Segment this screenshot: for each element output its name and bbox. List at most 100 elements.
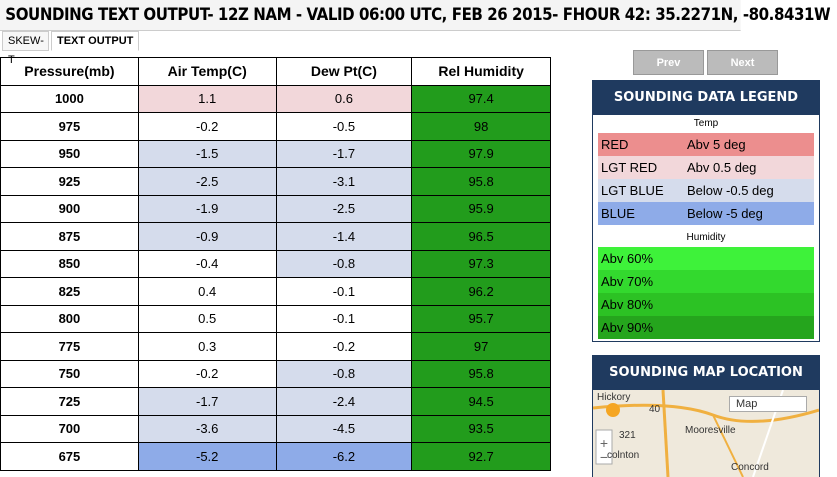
tab[interactable]: TEXT OUTPUT <box>51 31 140 51</box>
table-cell: 875 <box>0 222 139 251</box>
table-cell: 0.4 <box>137 277 277 306</box>
table-cell: 97 <box>411 332 551 361</box>
column-header: Dew Pt(C) <box>275 57 413 86</box>
table-cell: 0.5 <box>137 304 277 333</box>
table-row: 800 0.5 -0.1 95.7 <box>0 304 551 333</box>
table-cell: 95.8 <box>411 359 551 388</box>
map-label: Hickory <box>597 392 631 403</box>
table-cell: -0.2 <box>275 332 413 361</box>
map-label: Concord <box>731 462 769 473</box>
table-cell: -0.8 <box>275 359 413 388</box>
table-cell: -0.4 <box>137 249 277 278</box>
legend-item: Abv 90% <box>598 316 814 339</box>
table-row: 975 -0.2 -0.5 98 <box>0 112 551 141</box>
table-cell: 95.9 <box>411 194 551 223</box>
legend-desc: Below -0.5 deg <box>687 183 774 198</box>
table-cell: -4.5 <box>275 414 413 443</box>
map-label: 321 <box>619 430 636 441</box>
table-cell: 825 <box>0 277 139 306</box>
table-cell: 97.3 <box>411 249 551 278</box>
map-label: Mooresville <box>685 425 736 436</box>
legend-name: LGT BLUE <box>601 183 664 198</box>
legend-name: BLUE <box>601 206 635 221</box>
nav-button[interactable]: Next <box>707 50 778 75</box>
table-cell: 95.7 <box>411 304 551 333</box>
table-cell: 92.7 <box>411 442 551 471</box>
table-cell: 950 <box>0 139 139 168</box>
map-label: 40 <box>649 404 661 415</box>
legend-item: Abv 80% <box>598 293 814 316</box>
table-row: 925 -2.5 -3.1 95.8 <box>0 167 551 196</box>
table-cell: 93.5 <box>411 414 551 443</box>
table-cell: -1.7 <box>275 139 413 168</box>
legend-desc: Abv 0.5 deg <box>687 160 757 175</box>
table-cell: -1.4 <box>275 222 413 251</box>
table-cell: 0.3 <box>137 332 277 361</box>
column-header: Pressure(mb) <box>0 57 139 86</box>
map-title: SOUNDING MAP LOCATION <box>593 356 819 390</box>
table-cell: 94.5 <box>411 387 551 416</box>
column-header: Rel Humidity <box>411 57 551 86</box>
map-roads: +− <box>593 390 819 477</box>
table-row: 950 -1.5 -1.7 97.9 <box>0 139 551 168</box>
legend-box: SOUNDING DATA LEGEND Temp RED Abv 5 deg LGT … <box>592 80 820 342</box>
map-label: colnton <box>607 450 640 461</box>
data-table: Pressure(mb) Air Temp(C) Dew Pt(C) Rel Humi… <box>0 57 551 471</box>
table-row: 825 0.4 -0.1 96.2 <box>0 277 551 306</box>
table-cell: 725 <box>0 387 139 416</box>
table-cell: 800 <box>0 304 139 333</box>
legend-item: BLUE Below -5 deg <box>598 202 814 225</box>
table-cell: -2.4 <box>275 387 413 416</box>
table-cell: 900 <box>0 194 139 223</box>
table-cell: -0.9 <box>137 222 277 251</box>
table-cell: -3.6 <box>137 414 277 443</box>
table-cell: -3.1 <box>275 167 413 196</box>
table-cell: 98 <box>411 112 551 141</box>
table-row: 675 -5.2 -6.2 92.7 <box>0 442 551 471</box>
map-type-button[interactable]: Map <box>729 396 807 412</box>
map: +−HickorySalisburyMooresvillecolntonConc… <box>593 390 819 477</box>
table-cell: 775 <box>0 332 139 361</box>
table-cell: -0.5 <box>275 112 413 141</box>
table-cell: -1.7 <box>137 387 277 416</box>
table-cell: 0.6 <box>275 84 413 113</box>
table-cell: 700 <box>0 414 139 443</box>
table-cell: -6.2 <box>275 442 413 471</box>
table-cell: -1.9 <box>137 194 277 223</box>
page-title: SOUNDING TEXT OUTPUT- 12Z NAM - VALID 06… <box>0 0 831 31</box>
legend-item: Abv 70% <box>598 270 814 293</box>
table-row: 875 -0.9 -1.4 96.5 <box>0 222 551 251</box>
table-cell: -2.5 <box>275 194 413 223</box>
table-cell: -2.5 <box>137 167 277 196</box>
table-cell: -0.1 <box>275 277 413 306</box>
table-row: 750 -0.2 -0.8 95.8 <box>0 359 551 388</box>
table-cell: -0.1 <box>275 304 413 333</box>
nav-button[interactable]: Prev <box>633 50 704 75</box>
table-row: 1000 1.1 0.6 97.4 <box>0 84 551 113</box>
svg-text:+: + <box>600 435 608 451</box>
table-cell: -5.2 <box>137 442 277 471</box>
table-cell: 750 <box>0 359 139 388</box>
legend-item: LGT RED Abv 0.5 deg <box>598 156 814 179</box>
legend-subtitle: Humidity <box>686 232 726 243</box>
legend-desc: Abv 5 deg <box>687 137 746 152</box>
legend-name: RED <box>601 137 629 152</box>
table-cell: 96.2 <box>411 277 551 306</box>
legend-name: LGT RED <box>601 160 658 175</box>
table-cell: 1.1 <box>137 84 277 113</box>
legend-desc: Below -5 deg <box>687 206 763 221</box>
table-cell: 925 <box>0 167 139 196</box>
legend-subtitle: Temp <box>693 118 719 129</box>
table-cell: 850 <box>0 249 139 278</box>
table-row: 850 -0.4 -0.8 97.3 <box>0 249 551 278</box>
table-cell: 97.9 <box>411 139 551 168</box>
legend-title: SOUNDING DATA LEGEND <box>593 81 819 115</box>
table-row: 725 -1.7 -2.4 94.5 <box>0 387 551 416</box>
table-cell: 975 <box>0 112 139 141</box>
legend-item: RED Abv 5 deg <box>598 133 814 156</box>
tab[interactable]: SKEW-T <box>2 31 49 66</box>
table-cell: 95.8 <box>411 167 551 196</box>
table-cell: -0.2 <box>137 359 277 388</box>
table-cell: -0.2 <box>137 112 277 141</box>
